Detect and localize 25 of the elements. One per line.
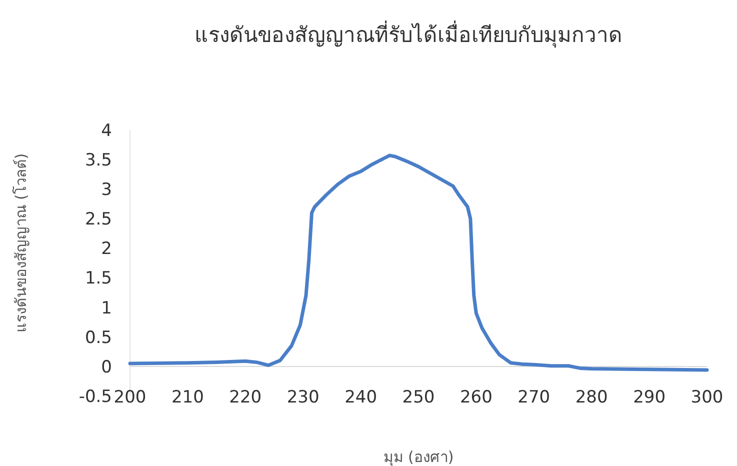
y-axis-title: แรงดันของสัญญาณ (โวลต์) xyxy=(12,153,30,333)
y-tick-label: 4 xyxy=(101,120,112,141)
x-tick-label: 290 xyxy=(633,387,666,408)
x-axis-title: มุม (องศา) xyxy=(383,448,454,466)
y-tick-label: 2.5 xyxy=(84,210,112,230)
y-tick-label: 1 xyxy=(101,298,112,318)
line-series xyxy=(128,154,709,372)
x-tick-label: 230 xyxy=(286,387,320,408)
y-tick-label: 0 xyxy=(101,357,112,378)
y-tick-label: 3 xyxy=(101,180,112,200)
x-tick-label: 300 xyxy=(690,387,724,408)
y-tick-label: -0.5 xyxy=(78,386,112,407)
y-tick-label: 1.5 xyxy=(84,268,112,289)
x-tick-label: 210 xyxy=(171,387,204,408)
x-tick-label: 270 xyxy=(518,387,550,408)
y-tick-label: 0.5 xyxy=(84,328,112,348)
y-tick-label: 2 xyxy=(101,239,112,260)
y-tick-label: 3.5 xyxy=(84,150,112,171)
x-tick-label: 280 xyxy=(575,387,608,408)
x-tick-label: 260 xyxy=(460,387,492,408)
chart-title: แรงดันของสัญญาณที่รับได้เมื่อเทียบกับมุมกวาด xyxy=(194,20,622,48)
x-tick-label: 220 xyxy=(229,387,262,408)
x-tick-label: 240 xyxy=(344,387,378,408)
x-tick-label: 250 xyxy=(402,387,435,408)
x-tick-label: 200 xyxy=(114,387,146,408)
